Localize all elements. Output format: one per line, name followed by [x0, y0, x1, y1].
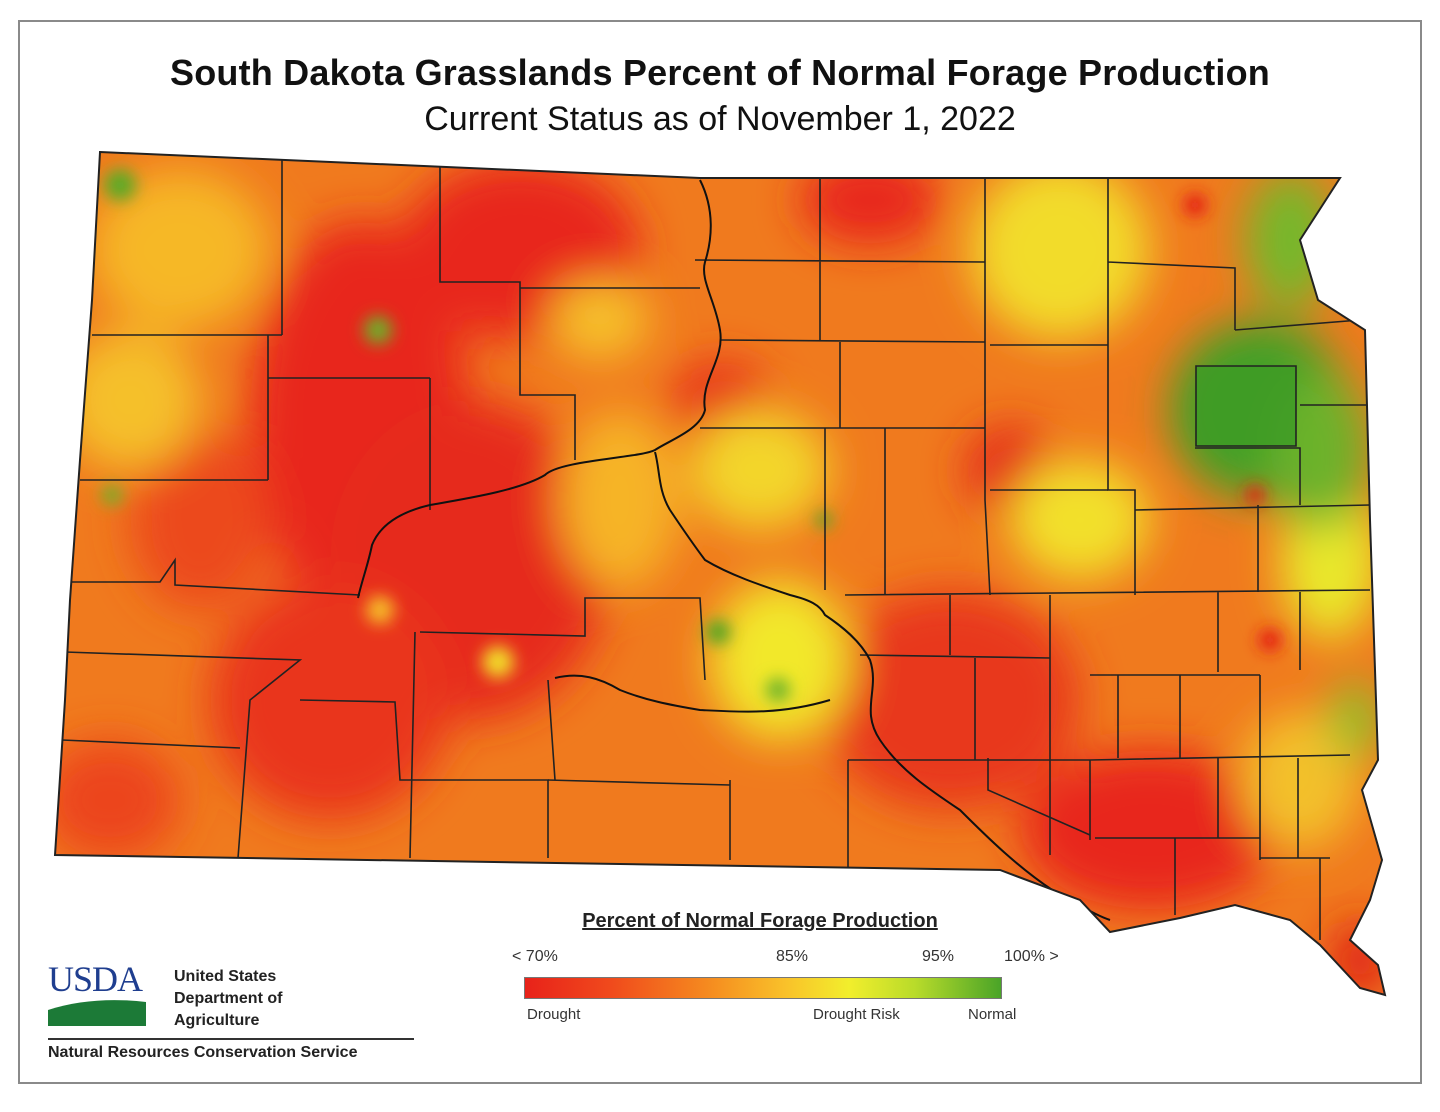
state-outline	[53, 150, 1387, 997]
legend-tick-low: < 70%	[512, 948, 558, 965]
legend-tick-high: 100% >	[1004, 948, 1059, 965]
usda-logo-icon	[48, 997, 146, 1026]
map-subtitle: Current Status as of November 1, 2022	[424, 100, 1016, 138]
legend-category-drought-risk: Drought Risk	[813, 1006, 900, 1023]
usda-department-name: United States Department of Agriculture	[174, 968, 283, 1029]
legend-color-ramp	[524, 977, 1002, 999]
map-title: South Dakota Grasslands Percent of Norma…	[169, 52, 1270, 93]
logo-divider	[48, 1038, 414, 1040]
forage-surface	[55, 152, 1385, 995]
county-boundaries	[61, 158, 1371, 940]
legend-tick-85: 85%	[776, 948, 809, 965]
usda-logo-text: USDA	[48, 959, 143, 999]
legend-tick-95: 95%	[922, 948, 955, 965]
legend-title: Percent of Normal Forage Production	[582, 910, 938, 932]
nrcs-name: Natural Resources Conservation Service	[48, 1044, 358, 1061]
legend-category-normal: Normal	[968, 1006, 1017, 1023]
river-lines	[357, 179, 1111, 921]
legend-category-drought: Drought	[527, 1006, 581, 1023]
